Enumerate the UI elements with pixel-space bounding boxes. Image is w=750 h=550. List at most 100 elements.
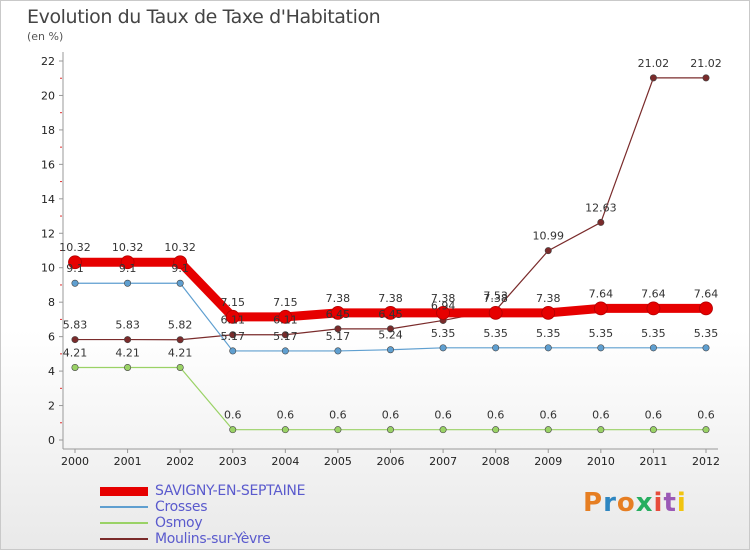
brand-letter: P [583, 488, 604, 518]
x-tick-label: 2007 [429, 455, 457, 468]
data-label: 5.35 [536, 327, 561, 340]
data-label: 9.1 [171, 262, 189, 275]
data-point [176, 363, 184, 371]
data-point [593, 301, 608, 316]
legend-label: Crosses [155, 499, 208, 515]
data-label: 7.64 [694, 287, 719, 300]
brand-letter: o [616, 488, 636, 518]
x-tick-label: 2008 [482, 455, 510, 468]
data-point [229, 331, 237, 339]
legend-label: SAVIGNY-EN-SEPTAINE [155, 483, 306, 499]
y-tick-label: 6 [48, 331, 55, 344]
data-label: 7.64 [589, 287, 614, 300]
data-point [492, 344, 500, 352]
data-label: 21.02 [638, 57, 670, 70]
data-point [544, 426, 552, 434]
data-label: 9.1 [66, 262, 84, 275]
data-point [702, 344, 710, 352]
legend-swatch [100, 486, 148, 496]
data-point [229, 426, 237, 434]
data-label: 5.17 [221, 330, 246, 343]
data-label: 5.24 [378, 329, 403, 342]
data-point [646, 301, 661, 316]
data-label: 7.38 [483, 292, 508, 305]
chart-title: Evolution du Taux de Taxe d'Habitation [27, 6, 381, 28]
data-point [225, 309, 240, 324]
y-tick-label: 2 [48, 400, 55, 413]
data-point [281, 347, 289, 355]
data-point [334, 325, 342, 333]
data-point [702, 74, 710, 82]
data-point [281, 426, 289, 434]
x-tick-label: 2012 [692, 455, 720, 468]
data-label: 5.35 [694, 327, 719, 340]
data-point [699, 301, 713, 316]
legend-swatch [100, 506, 148, 508]
x-tick-label: 2010 [587, 455, 615, 468]
data-label: 0.6 [487, 409, 505, 422]
data-label: 10.32 [164, 241, 196, 254]
y-tick-label: 12 [41, 227, 55, 240]
data-point [597, 344, 605, 352]
data-point [649, 426, 657, 434]
legend-label: Osmoy [155, 515, 203, 531]
legend-swatch [100, 538, 148, 540]
data-point [124, 336, 132, 344]
data-point [71, 279, 79, 287]
data-label: 5.82 [168, 319, 193, 332]
data-label: 5.35 [589, 327, 614, 340]
data-point [541, 305, 556, 320]
data-point [544, 344, 552, 352]
data-point [597, 218, 605, 226]
legend-label: Moulins-sur-Yèvre [155, 531, 271, 547]
data-label: 0.6 [277, 409, 295, 422]
data-label: 7.38 [536, 292, 561, 305]
data-point [124, 363, 132, 371]
x-tick-label: 2009 [534, 455, 562, 468]
data-label: 4.21 [63, 346, 88, 359]
data-label: 10.32 [59, 241, 91, 254]
x-tick-label: 2001 [114, 455, 142, 468]
data-label: 9.1 [119, 262, 137, 275]
data-label: 5.35 [641, 327, 666, 340]
data-point [71, 336, 79, 344]
data-point [173, 255, 188, 270]
data-label: 7.15 [273, 296, 298, 309]
legend-swatch [100, 522, 148, 524]
data-label: 6.11 [221, 314, 246, 327]
data-point [68, 255, 82, 270]
brand-letter: i [676, 488, 687, 518]
x-tick-label: 2011 [639, 455, 667, 468]
data-point [702, 426, 710, 434]
data-label: 6.94 [431, 299, 456, 312]
data-label: 7.64 [641, 287, 666, 300]
data-point [597, 426, 605, 434]
data-label: 0.6 [329, 409, 347, 422]
brand-letter: i [653, 488, 664, 518]
y-tick-label: 16 [41, 158, 55, 171]
data-point [334, 426, 342, 434]
data-point [436, 305, 450, 320]
brand-letter: r [603, 488, 617, 518]
data-label: 4.21 [168, 346, 193, 359]
data-point [71, 363, 79, 371]
data-point [331, 305, 345, 320]
data-point [124, 279, 132, 287]
data-point [383, 305, 398, 320]
data-label: 5.35 [483, 327, 508, 340]
data-point [439, 344, 447, 352]
data-label: 10.99 [533, 230, 565, 243]
data-label: 7.15 [221, 296, 246, 309]
data-point [176, 279, 184, 287]
data-point [278, 309, 293, 324]
data-label: 7.53 [483, 289, 508, 302]
data-label: 6.45 [326, 308, 351, 321]
data-label: 0.6 [697, 409, 715, 422]
data-label: 6.11 [273, 314, 298, 327]
data-point [649, 344, 657, 352]
data-point [334, 347, 342, 355]
data-point [120, 255, 135, 270]
data-point [439, 426, 447, 434]
data-label: 0.6 [592, 409, 610, 422]
proxiti-logo: Proxiti [583, 488, 687, 518]
